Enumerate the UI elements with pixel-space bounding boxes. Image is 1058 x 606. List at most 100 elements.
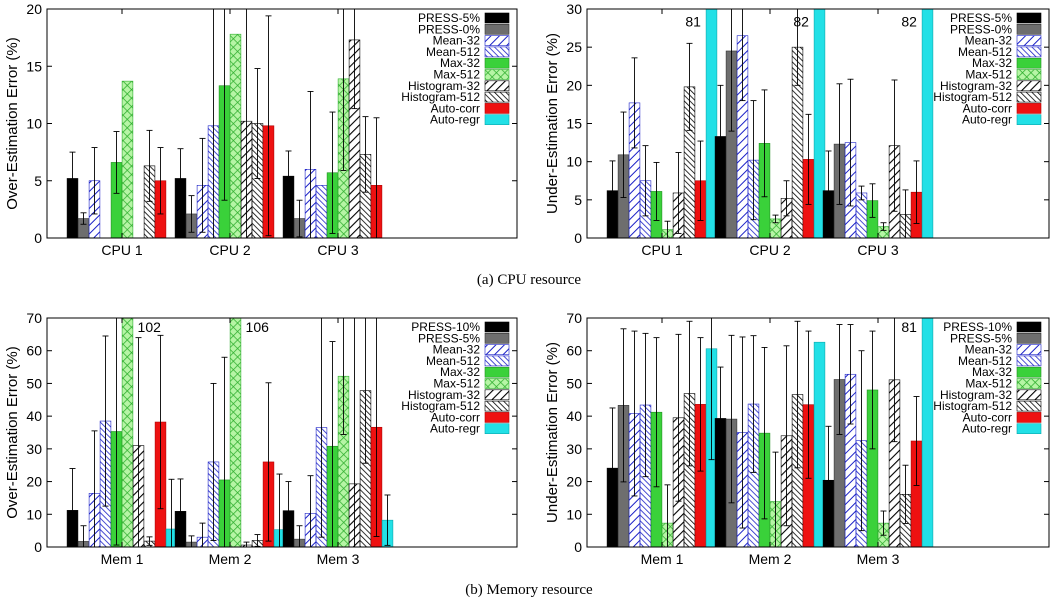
bars [606,318,934,547]
legend-swatch [484,103,510,114]
legend-swatch [1016,412,1042,423]
legend-swatch [1016,400,1042,412]
legend-swatch [484,423,510,435]
legend-swatch [1016,332,1042,344]
legend-swatch [1016,103,1042,114]
legend-label: Max-32 [440,56,480,70]
category-label: CPU 3 [317,242,358,258]
legend-swatch [1016,46,1042,58]
legend-label: Histogram-32 [940,388,1012,402]
bars [606,9,934,238]
bars [66,318,394,547]
caption-cpu: (a) CPU resource [476,272,582,288]
y-tick-label: 30 [566,441,582,457]
legend-label: Max-512 [433,377,480,391]
legend-label: Mean-512 [958,354,1012,368]
y-tick-label: 30 [26,441,42,457]
y-tick-label: 10 [26,116,42,132]
legend-label: Mean-512 [426,45,480,59]
legend-label: Auto-corr [963,101,1012,115]
offscale-annotation: 82 [901,13,917,29]
category-label: Mem 1 [641,551,684,567]
category-label: CPU 1 [101,242,142,258]
legend-swatch [484,389,510,401]
chart-2: 0 5 10 15 20 25 30 Under-Estimation Error (%) CP… [544,1,1050,258]
legend-label: Max-32 [972,365,1012,379]
legend-label: PRESS-5% [418,331,480,345]
category-label: Mem 1 [101,551,144,567]
legend-label: Histogram-512 [401,90,480,104]
y-tick-label: 10 [566,506,582,522]
legend-label: Max-512 [433,68,480,82]
bar [921,318,934,547]
legend-swatch [484,400,510,412]
bar [921,9,934,238]
offscale-annotation: 102 [138,319,162,335]
legend: PRESS-10%PRESS-5%Mean-32Mean-512Max-32Ma… [933,320,1042,436]
y-axis-title: Over-Estimation Error (%) [4,346,21,519]
legend-swatch [484,378,510,389]
category-label: Mem 2 [209,551,252,567]
offscale-annotation: 81 [685,13,701,29]
category-label: CPU 1 [641,242,682,258]
y-tick-label: 15 [26,58,42,74]
legend-label: Max-512 [965,377,1012,391]
legend-swatch [1016,321,1042,333]
legend-swatch [1016,366,1042,378]
y-tick-label: 20 [566,77,582,93]
legend-label: Auto-corr [431,410,480,424]
legend-label: Auto-regr [430,422,480,436]
y-tick-label: 50 [26,375,42,391]
y-tick-label: 25 [566,39,582,55]
legend-swatch [1016,80,1042,92]
y-tick-label: 50 [566,375,582,391]
legend-swatch [484,332,510,344]
legend-swatch [1016,23,1042,35]
bar [229,318,242,547]
y-axis-title: Under-Estimation Error (%) [544,342,561,523]
legend-swatch [1016,57,1042,69]
offscale-annotation: 106 [246,319,270,335]
y-tick-label: 0 [34,230,42,246]
y-axis-title: Over-Estimation Error (%) [4,37,21,210]
legend-label: Mean-512 [426,354,480,368]
offscale-annotation: 82 [793,13,809,29]
legend-swatch [484,35,510,46]
category-label: Mem 3 [317,551,360,567]
legend-label: Histogram-32 [940,79,1012,93]
category-label: CPU 3 [857,242,898,258]
y-tick-label: 60 [26,343,42,359]
legend: PRESS-5%PRESS-0%Mean-32Mean-512Max-32Max… [933,11,1042,127]
chart-4: 0 10 20 30 40 50 60 70 Under-Estimation Error (%… [544,310,1050,567]
y-tick-label: 30 [566,1,582,17]
y-axis-title: Under-Estimation Error (%) [544,33,561,214]
y-tick-label: 0 [34,539,42,555]
bars [66,9,383,238]
y-tick-label: 20 [26,1,42,17]
legend-swatch [1016,423,1042,435]
bar [229,33,242,238]
y-tick-label: 70 [26,310,42,326]
legend-label: Mean-32 [433,343,481,357]
chart-3: 0 10 20 30 40 50 60 70 Over-Estimation Error (%)… [4,310,518,567]
bar [315,185,328,238]
chart-1: 0 5 10 15 20 Over-Estimation Error (%) CPU 1 CP… [4,1,518,258]
legend-label: Auto-corr [963,410,1012,424]
y-tick-label: 20 [566,474,582,490]
offscale-annotation: 81 [901,319,917,335]
legend-swatch [484,366,510,378]
legend-swatch [484,46,510,58]
y-tick-label: 10 [26,506,42,522]
y-tick-label: 5 [574,192,582,208]
y-tick-label: 20 [26,474,42,490]
legend-swatch [484,114,510,125]
legend-swatch [1016,35,1042,46]
y-tick-label: 0 [574,539,582,555]
legend-swatch [484,57,510,69]
legend: PRESS-10%PRESS-5%Mean-32Mean-512Max-32Ma… [401,320,510,436]
legend-label: Mean-32 [433,34,481,48]
caption-memory: (b) Memory resource [465,582,593,598]
plot-frame [586,317,1050,548]
legend-label: Mean-512 [958,45,1012,59]
